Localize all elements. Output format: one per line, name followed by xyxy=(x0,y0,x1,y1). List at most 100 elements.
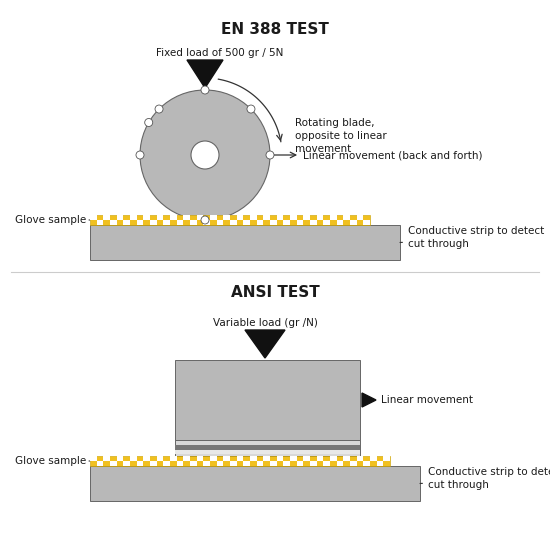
Bar xyxy=(223,215,230,220)
Bar xyxy=(217,220,223,225)
Circle shape xyxy=(247,105,255,113)
Bar xyxy=(230,220,236,225)
Bar xyxy=(290,456,296,461)
Bar xyxy=(197,215,204,220)
Bar xyxy=(117,215,123,220)
Circle shape xyxy=(266,151,274,159)
Bar xyxy=(236,456,243,461)
Bar xyxy=(250,456,257,461)
Circle shape xyxy=(201,86,209,94)
Bar xyxy=(317,456,323,461)
Bar xyxy=(90,215,97,220)
Bar xyxy=(136,220,144,225)
Bar xyxy=(310,461,317,466)
Bar xyxy=(97,461,103,466)
Circle shape xyxy=(145,119,153,127)
Bar xyxy=(263,215,270,220)
Text: Conductive strip to detect
cut through: Conductive strip to detect cut through xyxy=(400,226,544,249)
Bar xyxy=(337,461,343,466)
Bar xyxy=(175,450,360,454)
Bar xyxy=(250,215,257,220)
Bar xyxy=(323,220,330,225)
Bar xyxy=(377,461,383,466)
Bar xyxy=(263,456,270,461)
Bar xyxy=(175,440,360,456)
Circle shape xyxy=(201,216,209,224)
Bar xyxy=(243,220,250,225)
Bar xyxy=(323,461,330,466)
Polygon shape xyxy=(362,393,376,407)
Text: Rotating blade,
opposite to linear
movement: Rotating blade, opposite to linear movem… xyxy=(295,118,387,154)
Bar xyxy=(223,456,230,461)
Bar xyxy=(90,215,370,225)
Bar xyxy=(183,456,190,461)
Bar xyxy=(296,461,304,466)
Bar xyxy=(330,456,337,461)
Bar xyxy=(183,215,190,220)
Bar xyxy=(130,456,136,461)
Bar xyxy=(163,220,170,225)
Bar xyxy=(103,456,110,461)
Bar xyxy=(110,220,117,225)
Bar xyxy=(197,456,204,461)
Text: Variable load (gr /N): Variable load (gr /N) xyxy=(212,318,317,328)
Bar xyxy=(144,456,150,461)
Bar xyxy=(364,461,370,466)
Bar xyxy=(370,456,377,461)
Bar xyxy=(90,456,97,461)
Bar xyxy=(144,215,150,220)
Bar xyxy=(150,461,157,466)
Bar xyxy=(217,461,223,466)
Bar xyxy=(304,215,310,220)
Bar xyxy=(257,220,263,225)
Bar xyxy=(337,220,343,225)
Bar xyxy=(150,220,157,225)
Bar xyxy=(296,220,304,225)
Bar xyxy=(236,215,243,220)
Bar xyxy=(204,220,210,225)
Bar xyxy=(170,456,177,461)
Bar xyxy=(157,456,163,461)
Bar xyxy=(330,215,337,220)
Bar xyxy=(110,461,117,466)
Circle shape xyxy=(136,151,144,159)
Bar xyxy=(136,461,144,466)
Bar xyxy=(177,220,183,225)
Bar xyxy=(177,461,183,466)
Text: Glove sample: Glove sample xyxy=(15,215,90,225)
Text: Fixed load of 500 gr / 5N: Fixed load of 500 gr / 5N xyxy=(156,48,284,58)
Bar xyxy=(123,461,130,466)
Bar xyxy=(175,360,360,440)
Bar xyxy=(117,456,123,461)
Bar xyxy=(130,215,136,220)
Circle shape xyxy=(191,141,219,169)
Bar xyxy=(270,220,277,225)
Bar xyxy=(350,461,356,466)
Circle shape xyxy=(155,105,163,113)
Bar xyxy=(383,456,390,461)
Bar xyxy=(90,466,420,501)
Bar xyxy=(304,456,310,461)
Bar xyxy=(356,456,364,461)
Bar xyxy=(270,461,277,466)
Bar xyxy=(210,215,217,220)
Polygon shape xyxy=(245,330,285,358)
Bar xyxy=(163,461,170,466)
Bar xyxy=(356,215,364,220)
Bar xyxy=(90,456,390,466)
Bar xyxy=(343,456,350,461)
Bar xyxy=(190,461,197,466)
Bar xyxy=(175,445,360,450)
Text: Linear movement (back and forth): Linear movement (back and forth) xyxy=(303,150,482,160)
Bar xyxy=(277,456,283,461)
Bar xyxy=(157,215,163,220)
Bar xyxy=(204,461,210,466)
Bar xyxy=(190,220,197,225)
Bar xyxy=(97,220,103,225)
Polygon shape xyxy=(187,60,223,88)
Bar xyxy=(243,461,250,466)
Bar xyxy=(283,220,290,225)
Bar xyxy=(90,225,400,260)
Bar xyxy=(364,220,370,225)
Text: Conductive strip to detect
cut through: Conductive strip to detect cut through xyxy=(420,467,550,490)
